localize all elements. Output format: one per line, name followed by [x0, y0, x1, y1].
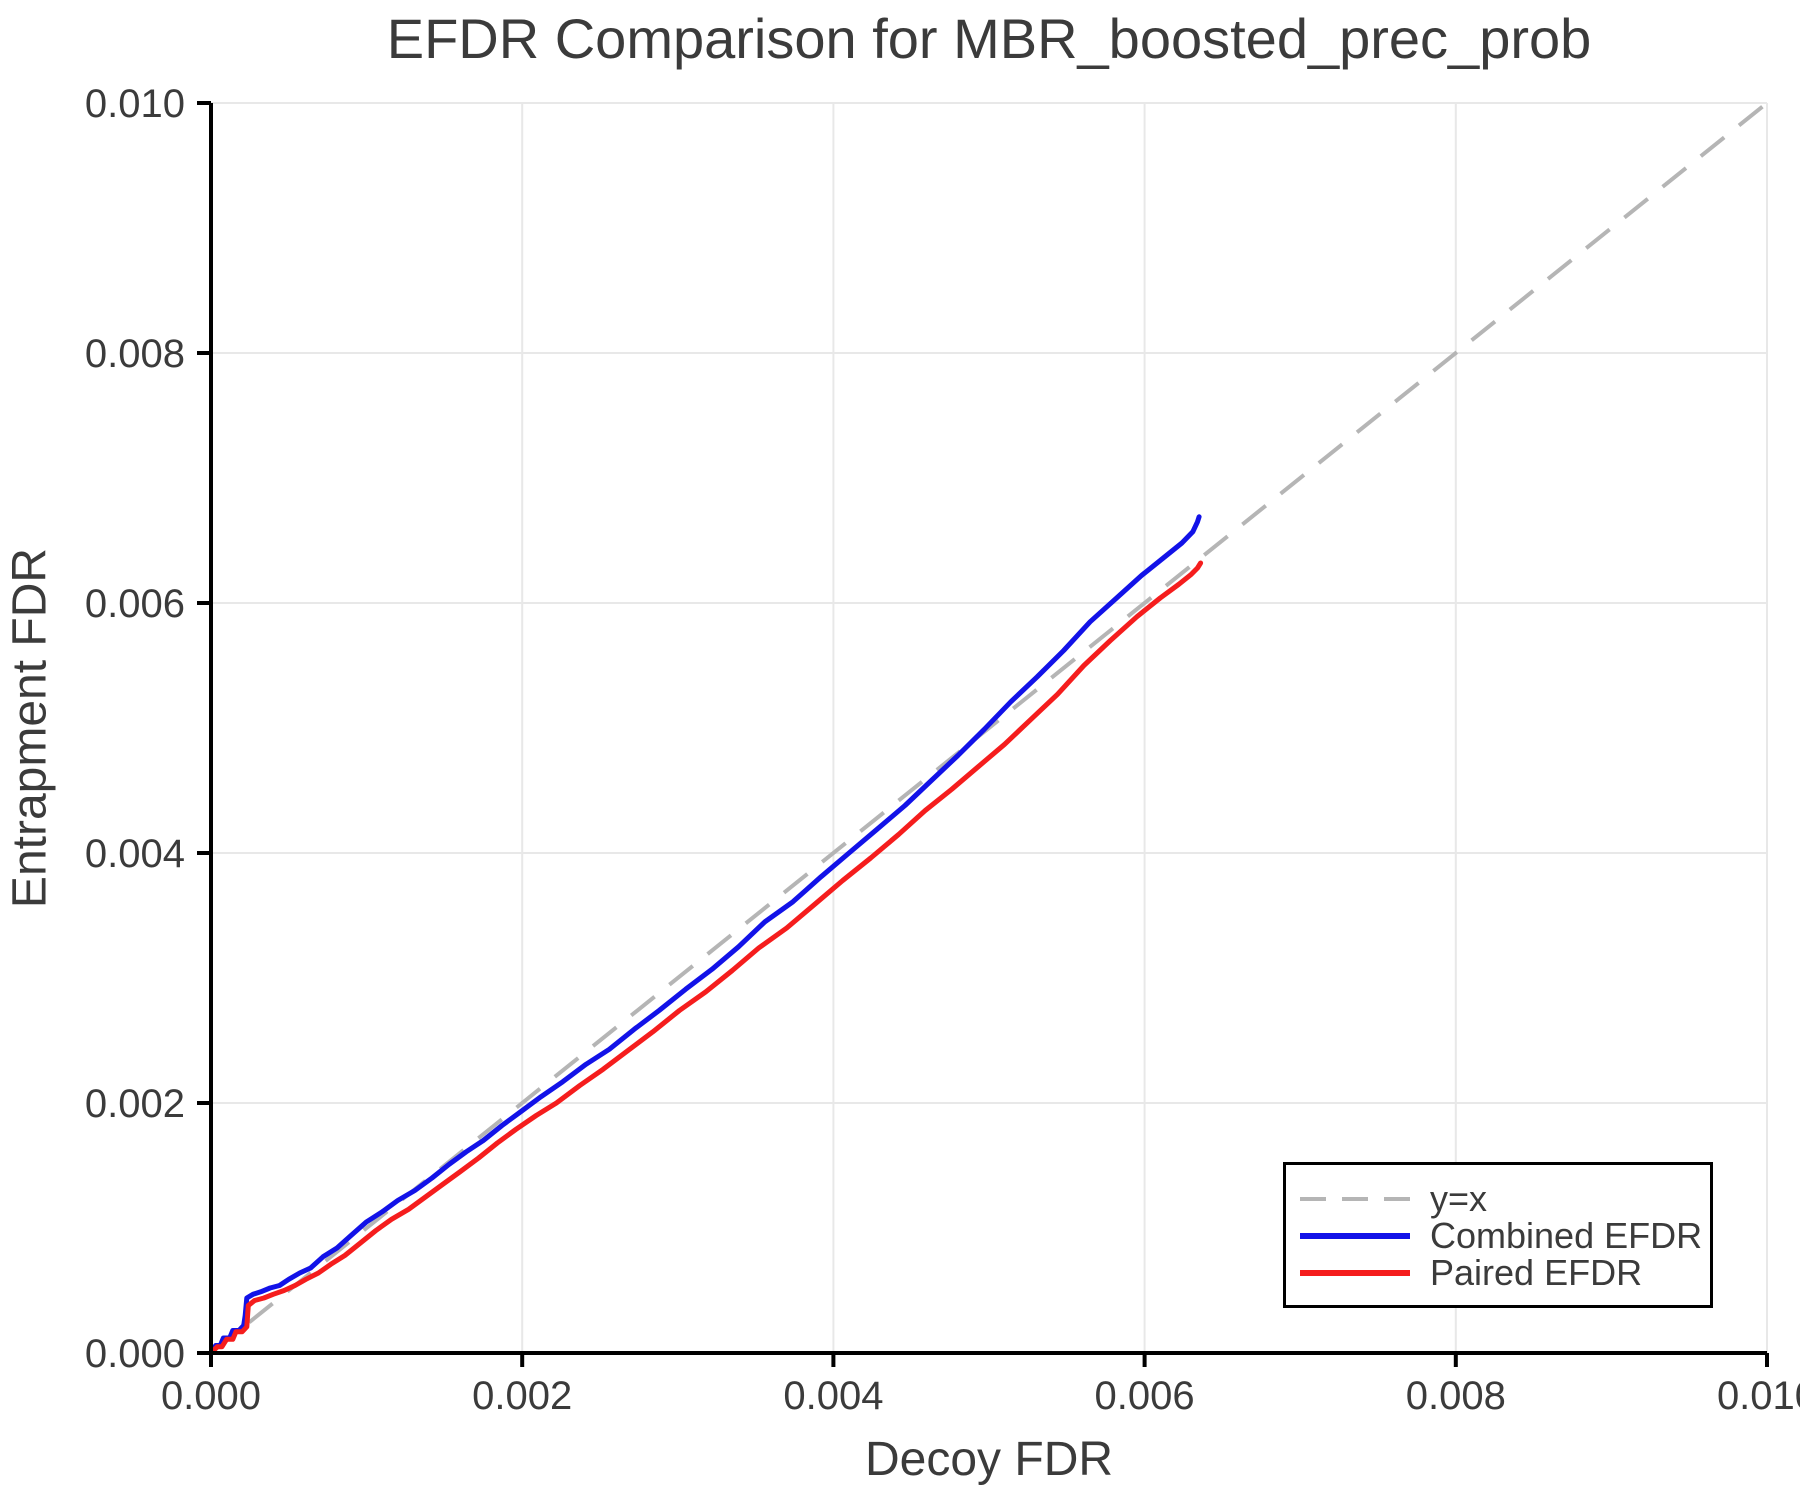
legend-label: Combined EFDR: [1430, 1215, 1703, 1256]
red-line-sample: [1300, 1270, 1410, 1276]
y-tick-label: 0.008: [85, 332, 185, 376]
x-axis-label: Decoy FDR: [864, 1433, 1114, 1486]
legend-item-yx: y=x: [1286, 1181, 1710, 1217]
legend-label: Paired EFDR: [1430, 1252, 1643, 1293]
x-tick-label: 0.004: [783, 1374, 883, 1418]
x-tick-label: 0.000: [161, 1374, 261, 1418]
x-tick-label: 0.008: [1406, 1374, 1506, 1418]
y-tick-label: 0.004: [85, 832, 185, 876]
dashed-line-sample: [1300, 1197, 1410, 1201]
series-line-1: [208, 560, 1204, 1356]
y-tick-label: 0.010: [85, 82, 185, 126]
blue-line-sample: [1300, 1233, 1410, 1239]
chart-title: EFDR Comparison for MBR_boosted_prec_pro…: [386, 7, 1592, 70]
legend-label: y=x: [1430, 1178, 1488, 1219]
y-axis-label: Entrapment FDR: [3, 547, 57, 909]
y-tick-label: 0.000: [85, 1332, 185, 1376]
x-tick-label: 0.010: [1717, 1374, 1800, 1418]
legend-item-combined-efdr: Combined EFDR: [1286, 1218, 1710, 1254]
legend-item-paired-efdr: Paired EFDR: [1286, 1255, 1710, 1291]
x-tick-label: 0.006: [1095, 1374, 1195, 1418]
x-tick-label: 0.002: [472, 1374, 572, 1418]
legend: y=x Combined EFDR Paired EFDR: [1283, 1162, 1713, 1308]
y-tick-label: 0.002: [85, 1082, 185, 1126]
y-tick-label: 0.006: [85, 582, 185, 626]
series-line-0: [208, 514, 1202, 1356]
